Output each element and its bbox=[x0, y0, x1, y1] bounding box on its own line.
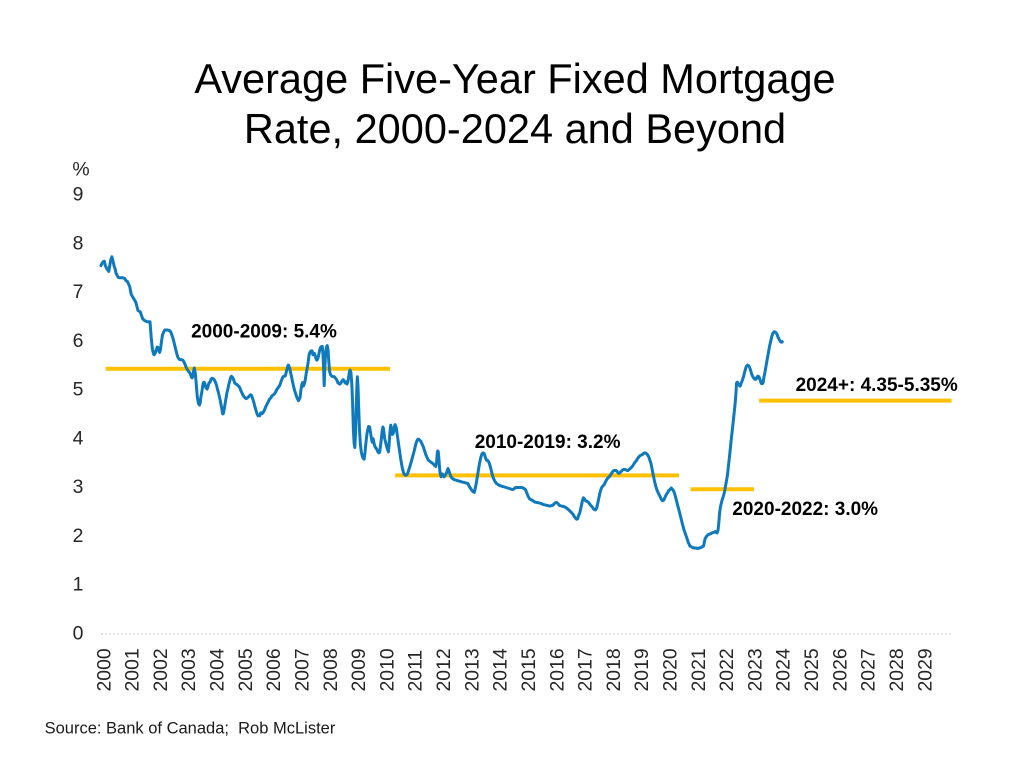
svg-text:2025: 2025 bbox=[801, 648, 823, 691]
svg-text:2026: 2026 bbox=[829, 648, 851, 691]
svg-text:2005: 2005 bbox=[235, 648, 257, 691]
svg-text:2001: 2001 bbox=[122, 648, 144, 691]
svg-text:2020-2022: 3.0%: 2020-2022: 3.0% bbox=[732, 499, 878, 520]
svg-text:2002: 2002 bbox=[150, 648, 172, 691]
svg-text:2013: 2013 bbox=[461, 648, 483, 691]
svg-text:2016: 2016 bbox=[546, 648, 568, 691]
svg-text:%: % bbox=[72, 159, 89, 181]
svg-text:2028: 2028 bbox=[886, 648, 908, 691]
svg-text:2008: 2008 bbox=[320, 648, 342, 691]
svg-text:2024: 2024 bbox=[773, 648, 795, 691]
svg-text:2027: 2027 bbox=[858, 648, 880, 691]
svg-text:2017: 2017 bbox=[575, 648, 597, 691]
svg-text:2012: 2012 bbox=[433, 648, 455, 691]
svg-text:Average Five-Year Fixed Mortga: Average Five-Year Fixed Mortgage bbox=[194, 55, 835, 102]
svg-text:1: 1 bbox=[73, 574, 84, 596]
svg-text:2009: 2009 bbox=[348, 648, 370, 691]
svg-text:2029: 2029 bbox=[914, 648, 936, 691]
svg-text:2010: 2010 bbox=[376, 648, 398, 691]
svg-text:2023: 2023 bbox=[744, 648, 766, 691]
svg-text:2024+: 4.35-5.35%: 2024+: 4.35-5.35% bbox=[796, 375, 958, 396]
svg-text:6: 6 bbox=[73, 330, 84, 352]
svg-text:2006: 2006 bbox=[263, 648, 285, 691]
svg-text:8: 8 bbox=[73, 232, 84, 254]
svg-text:2020: 2020 bbox=[660, 648, 682, 691]
svg-text:2010-2019: 3.2%: 2010-2019: 3.2% bbox=[475, 432, 621, 453]
svg-text:0: 0 bbox=[73, 623, 84, 645]
svg-text:Source: Bank of Canada; Rob M: Source: Bank of Canada; Rob McLister bbox=[45, 719, 336, 737]
svg-text:3: 3 bbox=[73, 476, 84, 498]
svg-text:Rate, 2000-2024 and Beyond: Rate, 2000-2024 and Beyond bbox=[244, 105, 786, 152]
svg-text:2000: 2000 bbox=[93, 648, 115, 691]
svg-text:2021: 2021 bbox=[688, 648, 710, 691]
svg-text:2022: 2022 bbox=[716, 648, 738, 691]
svg-text:7: 7 bbox=[73, 281, 84, 303]
svg-text:2014: 2014 bbox=[490, 648, 512, 691]
svg-text:4: 4 bbox=[73, 427, 84, 449]
svg-text:5: 5 bbox=[73, 379, 84, 401]
svg-text:2018: 2018 bbox=[603, 648, 625, 691]
svg-text:2007: 2007 bbox=[292, 648, 314, 691]
svg-text:2003: 2003 bbox=[178, 648, 200, 691]
svg-text:2015: 2015 bbox=[518, 648, 540, 691]
svg-text:2004: 2004 bbox=[207, 648, 229, 691]
svg-text:9: 9 bbox=[73, 184, 84, 206]
svg-text:2019: 2019 bbox=[631, 648, 653, 691]
svg-text:2: 2 bbox=[73, 525, 84, 547]
svg-text:2011: 2011 bbox=[405, 650, 427, 692]
svg-text:2000-2009: 5.4%: 2000-2009: 5.4% bbox=[191, 322, 337, 343]
